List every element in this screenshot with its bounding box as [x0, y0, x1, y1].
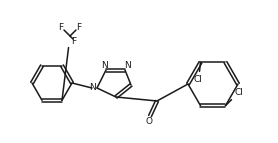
Text: O: O	[145, 118, 153, 127]
Text: Cl: Cl	[193, 75, 202, 84]
Text: N: N	[90, 84, 96, 93]
Text: F: F	[58, 22, 64, 31]
Text: F: F	[76, 22, 81, 31]
Text: N: N	[102, 60, 108, 69]
Text: N: N	[125, 60, 131, 69]
Text: F: F	[71, 36, 76, 45]
Text: Cl: Cl	[234, 88, 243, 97]
